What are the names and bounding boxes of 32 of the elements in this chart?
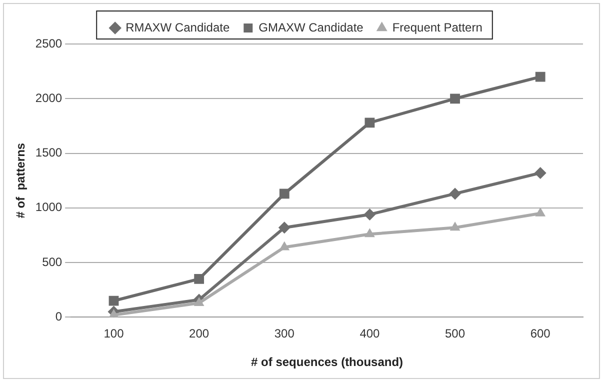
legend-label: RMAXW Candidate [126, 20, 230, 34]
x-tick-label: 600 [530, 326, 551, 341]
x-tick-label: 100 [104, 326, 124, 341]
point [450, 94, 460, 104]
y-tick-label: 2500 [35, 36, 62, 50]
x-tick-label: 300 [274, 326, 295, 341]
y-tick-label: 500 [42, 254, 62, 269]
point [449, 188, 462, 200]
y-tick-label: 2000 [35, 90, 62, 105]
point [279, 188, 290, 199]
x-tick-label: 200 [189, 326, 210, 341]
point [364, 228, 375, 238]
x-tick-label: 400 [360, 326, 380, 341]
point [535, 72, 546, 82]
y-tick-label: 1000 [35, 200, 62, 214]
legend-label: GMAXW Candidate [258, 20, 364, 34]
point [194, 296, 204, 306]
y-tick-label: 1500 [35, 146, 62, 160]
point [364, 208, 376, 220]
point [194, 274, 204, 284]
point [450, 222, 460, 231]
point [279, 241, 290, 250]
y-tick-label: 0 [55, 310, 62, 324]
point [534, 166, 546, 179]
legend-label: Frequent Pattern [392, 20, 482, 34]
y-axis-title: # of patterns [14, 142, 28, 218]
x-tick-label: 500 [445, 326, 466, 341]
point [535, 207, 546, 216]
point [364, 118, 375, 128]
point [278, 222, 290, 234]
point [108, 296, 119, 306]
x-axis-title: # of sequences (thousand) [251, 355, 404, 370]
